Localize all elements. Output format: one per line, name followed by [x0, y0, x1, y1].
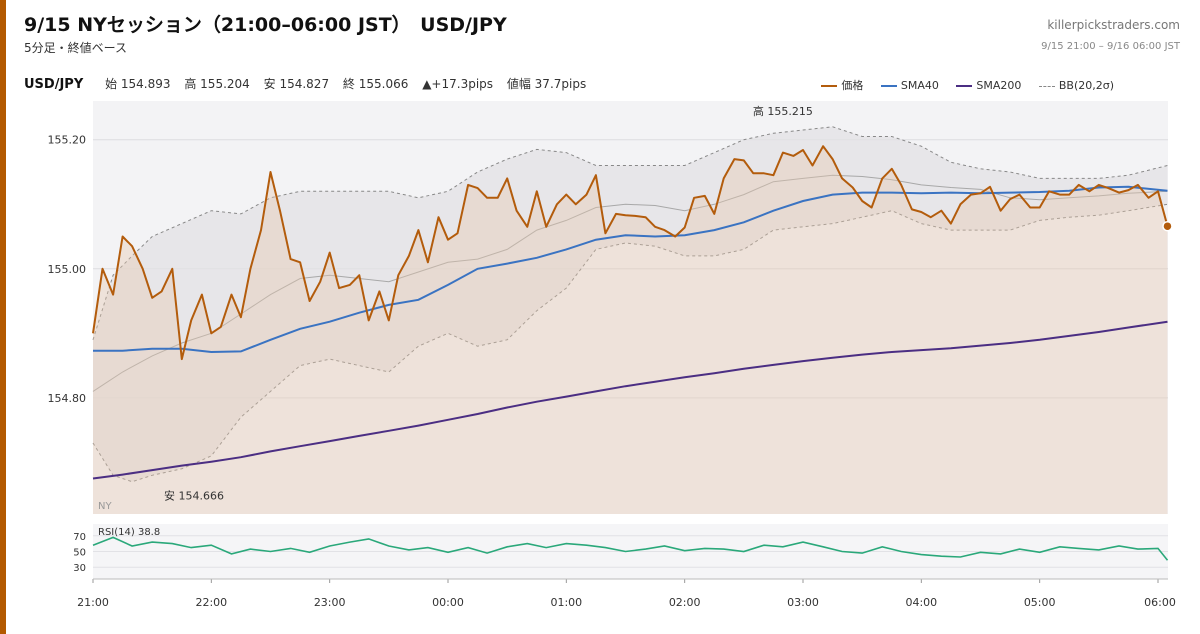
low-annotation: 安 154.666: [164, 488, 224, 502]
price-area: [93, 146, 1168, 514]
last-price-point: [1162, 220, 1173, 232]
x-tick-label: 04:00: [905, 596, 937, 609]
high-value: 高 155.204: [184, 77, 250, 91]
bb-band-fill: [93, 126, 1168, 482]
close-value: 終 155.066: [342, 77, 409, 91]
legend-sma200[interactable]: SMA200: [956, 79, 1021, 92]
legend-sma40[interactable]: SMA40: [880, 79, 939, 92]
y-tick-label: 155.20: [48, 134, 87, 147]
page-subtitle: 5分足・終値ベース: [24, 41, 128, 55]
legend-bb-swatch: [1038, 85, 1055, 87]
open-value: 始 154.893: [105, 77, 171, 91]
legend-sma200-swatch: [956, 85, 973, 87]
rsi-tick-label: 70: [73, 532, 86, 543]
rsi-tick-label: 50: [73, 548, 86, 559]
x-tick-label: 23:00: [314, 596, 346, 609]
symbol: USD/JPY: [24, 77, 84, 92]
legend-bb[interactable]: BB(20,2σ): [1038, 79, 1114, 92]
x-tick-label: 05:00: [1024, 596, 1056, 609]
y-tick-label: 155.00: [48, 263, 87, 276]
x-tick-label: 01:00: [550, 596, 582, 609]
bollinger-bands: [92, 126, 1168, 483]
high-annotation: 高 155.215: [753, 104, 813, 118]
sma200-line: [92, 320, 1168, 480]
annotations: 高 155.215 安 154.666 NY: [98, 104, 813, 512]
x-tick-label: 02:00: [669, 596, 701, 609]
legend-bb-label: BB(20,2σ): [1058, 79, 1114, 92]
bb-upper-line: [92, 126, 1168, 340]
range-width-value: 値幅 37.7pips: [506, 77, 587, 91]
price-area-fill: [93, 146, 1168, 514]
rsi-panel: 70 50 30 RSI(14) 38.8: [73, 527, 1169, 574]
accent-bar: [0, 0, 6, 634]
legend-price[interactable]: 価格: [821, 77, 863, 93]
rsi-line: [92, 536, 1169, 561]
legend-price-label: 価格: [841, 79, 864, 92]
bb-lower-line: [92, 203, 1168, 483]
axes: 155.20 155.00 154.80 21:00 22:00 23:00 00:00 01…: [48, 134, 1176, 609]
legend: 価格 SMA40 SMA200 BB(20,2σ): [807, 77, 1114, 93]
bb-mid-line: [92, 174, 1168, 392]
rsi-tick-label: 30: [73, 563, 86, 574]
x-tick-label: 21:00: [77, 596, 109, 609]
low-value: 安 154.827: [263, 77, 330, 91]
quote-bar: USD/JPY 始 154.893 高 155.204 安 154.827 終 …: [24, 75, 596, 92]
x-tick-label: 22:00: [195, 596, 227, 609]
x-tick-label: 06:00: [1144, 596, 1176, 609]
price-series: [92, 145, 1173, 361]
site-name[interactable]: killerpickstraders.com: [1047, 18, 1180, 32]
legend-price-swatch: [821, 85, 838, 87]
time-range: 9/15 21:00 – 9/16 06:00 JST: [1041, 41, 1180, 52]
rsi-label: RSI(14) 38.8: [98, 527, 160, 538]
change-value: ▲+17.3pips: [422, 77, 494, 91]
legend-sma200-label: SMA200: [976, 79, 1022, 92]
x-tick-label: 00:00: [432, 596, 464, 609]
page-title: 9/15 NYセッション（21:00–06:00 JST） USD/JPY: [24, 14, 507, 36]
y-tick-label: 154.80: [48, 392, 87, 405]
price-line: [92, 145, 1169, 361]
session-label: NY: [98, 501, 112, 512]
x-tick-label: 03:00: [787, 596, 819, 609]
legend-sma40-label: SMA40: [900, 79, 939, 92]
legend-sma40-swatch: [880, 85, 897, 87]
